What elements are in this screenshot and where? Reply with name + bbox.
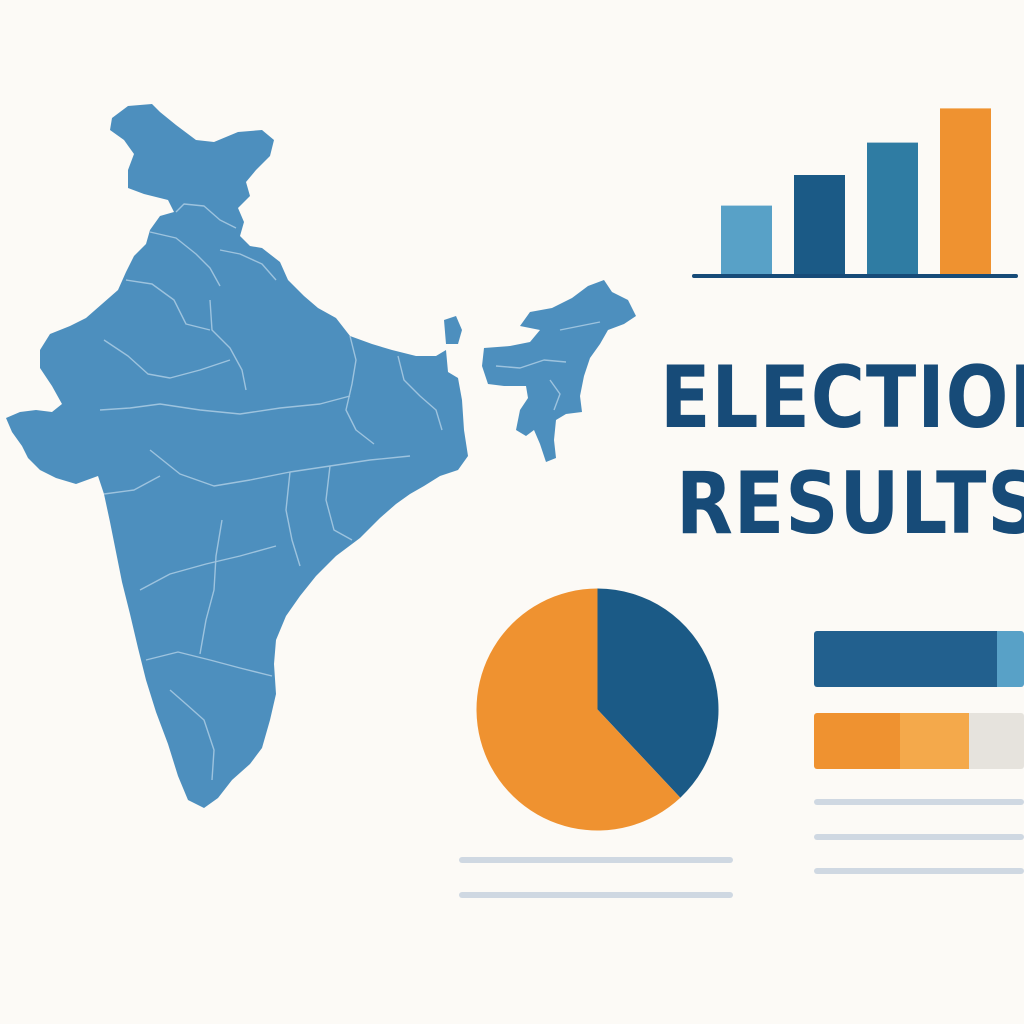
state-border-ne-2: [559, 321, 601, 331]
placeholder-text-line: [814, 799, 1024, 805]
india-map: [0, 95, 650, 815]
column-bars: [721, 108, 991, 275]
state-border-2: [149, 231, 221, 287]
column-bar: [794, 175, 845, 274]
column-chart-svg: [692, 108, 1018, 278]
state-borders: [99, 203, 601, 781]
state-border-16: [145, 651, 273, 677]
state-border-9: [397, 355, 443, 431]
state-border-6: [103, 339, 231, 379]
state-border-5: [209, 299, 247, 391]
column-bar: [940, 108, 991, 275]
state-border-3: [125, 279, 211, 331]
state-border-10: [149, 449, 411, 487]
column-bar: [721, 205, 772, 274]
column-bar: [867, 142, 918, 274]
stacked-bar-1: [814, 631, 1024, 687]
bar-segment: [900, 713, 970, 769]
state-border-11: [103, 475, 161, 495]
state-border-4: [219, 249, 277, 281]
placeholder-text-line: [459, 857, 733, 863]
state-border-15: [199, 519, 223, 655]
title-line-results: RESULTS: [676, 454, 1024, 554]
state-border-1: [175, 203, 237, 229]
india-shape: [6, 104, 468, 808]
pie-chart-svg: [476, 588, 719, 831]
bar-segment: [814, 713, 901, 769]
page-title: ELECTION RESULTS: [660, 355, 1024, 547]
pie-slice: [597, 588, 719, 798]
pie-chart: [470, 582, 725, 837]
state-border-14: [139, 545, 277, 591]
placeholder-text-line: [814, 868, 1024, 874]
northeast-shape: [482, 280, 636, 462]
pie-slice: [476, 588, 681, 831]
state-border-8: [345, 335, 375, 445]
stacked-bar-2: [814, 713, 1024, 769]
placeholder-text-line: [814, 834, 1024, 840]
state-border-12: [285, 471, 301, 567]
bar-segment: [814, 631, 997, 687]
state-border-ne-3: [549, 379, 561, 411]
placeholder-text-line: [459, 892, 733, 898]
india-mainland: [6, 104, 468, 808]
state-border-17: [169, 689, 215, 781]
bar-segment: [996, 631, 1024, 687]
state-border-13: [325, 465, 353, 541]
state-border-ne-1: [495, 359, 567, 369]
india-map-graphic: [6, 104, 636, 808]
title-line-election: ELECTION: [660, 348, 1024, 448]
state-border-7: [99, 395, 351, 415]
column-chart: [690, 85, 1024, 285]
bar-segment: [969, 713, 1024, 769]
sikkim-shape: [444, 316, 462, 344]
northeast-region: [444, 280, 636, 462]
